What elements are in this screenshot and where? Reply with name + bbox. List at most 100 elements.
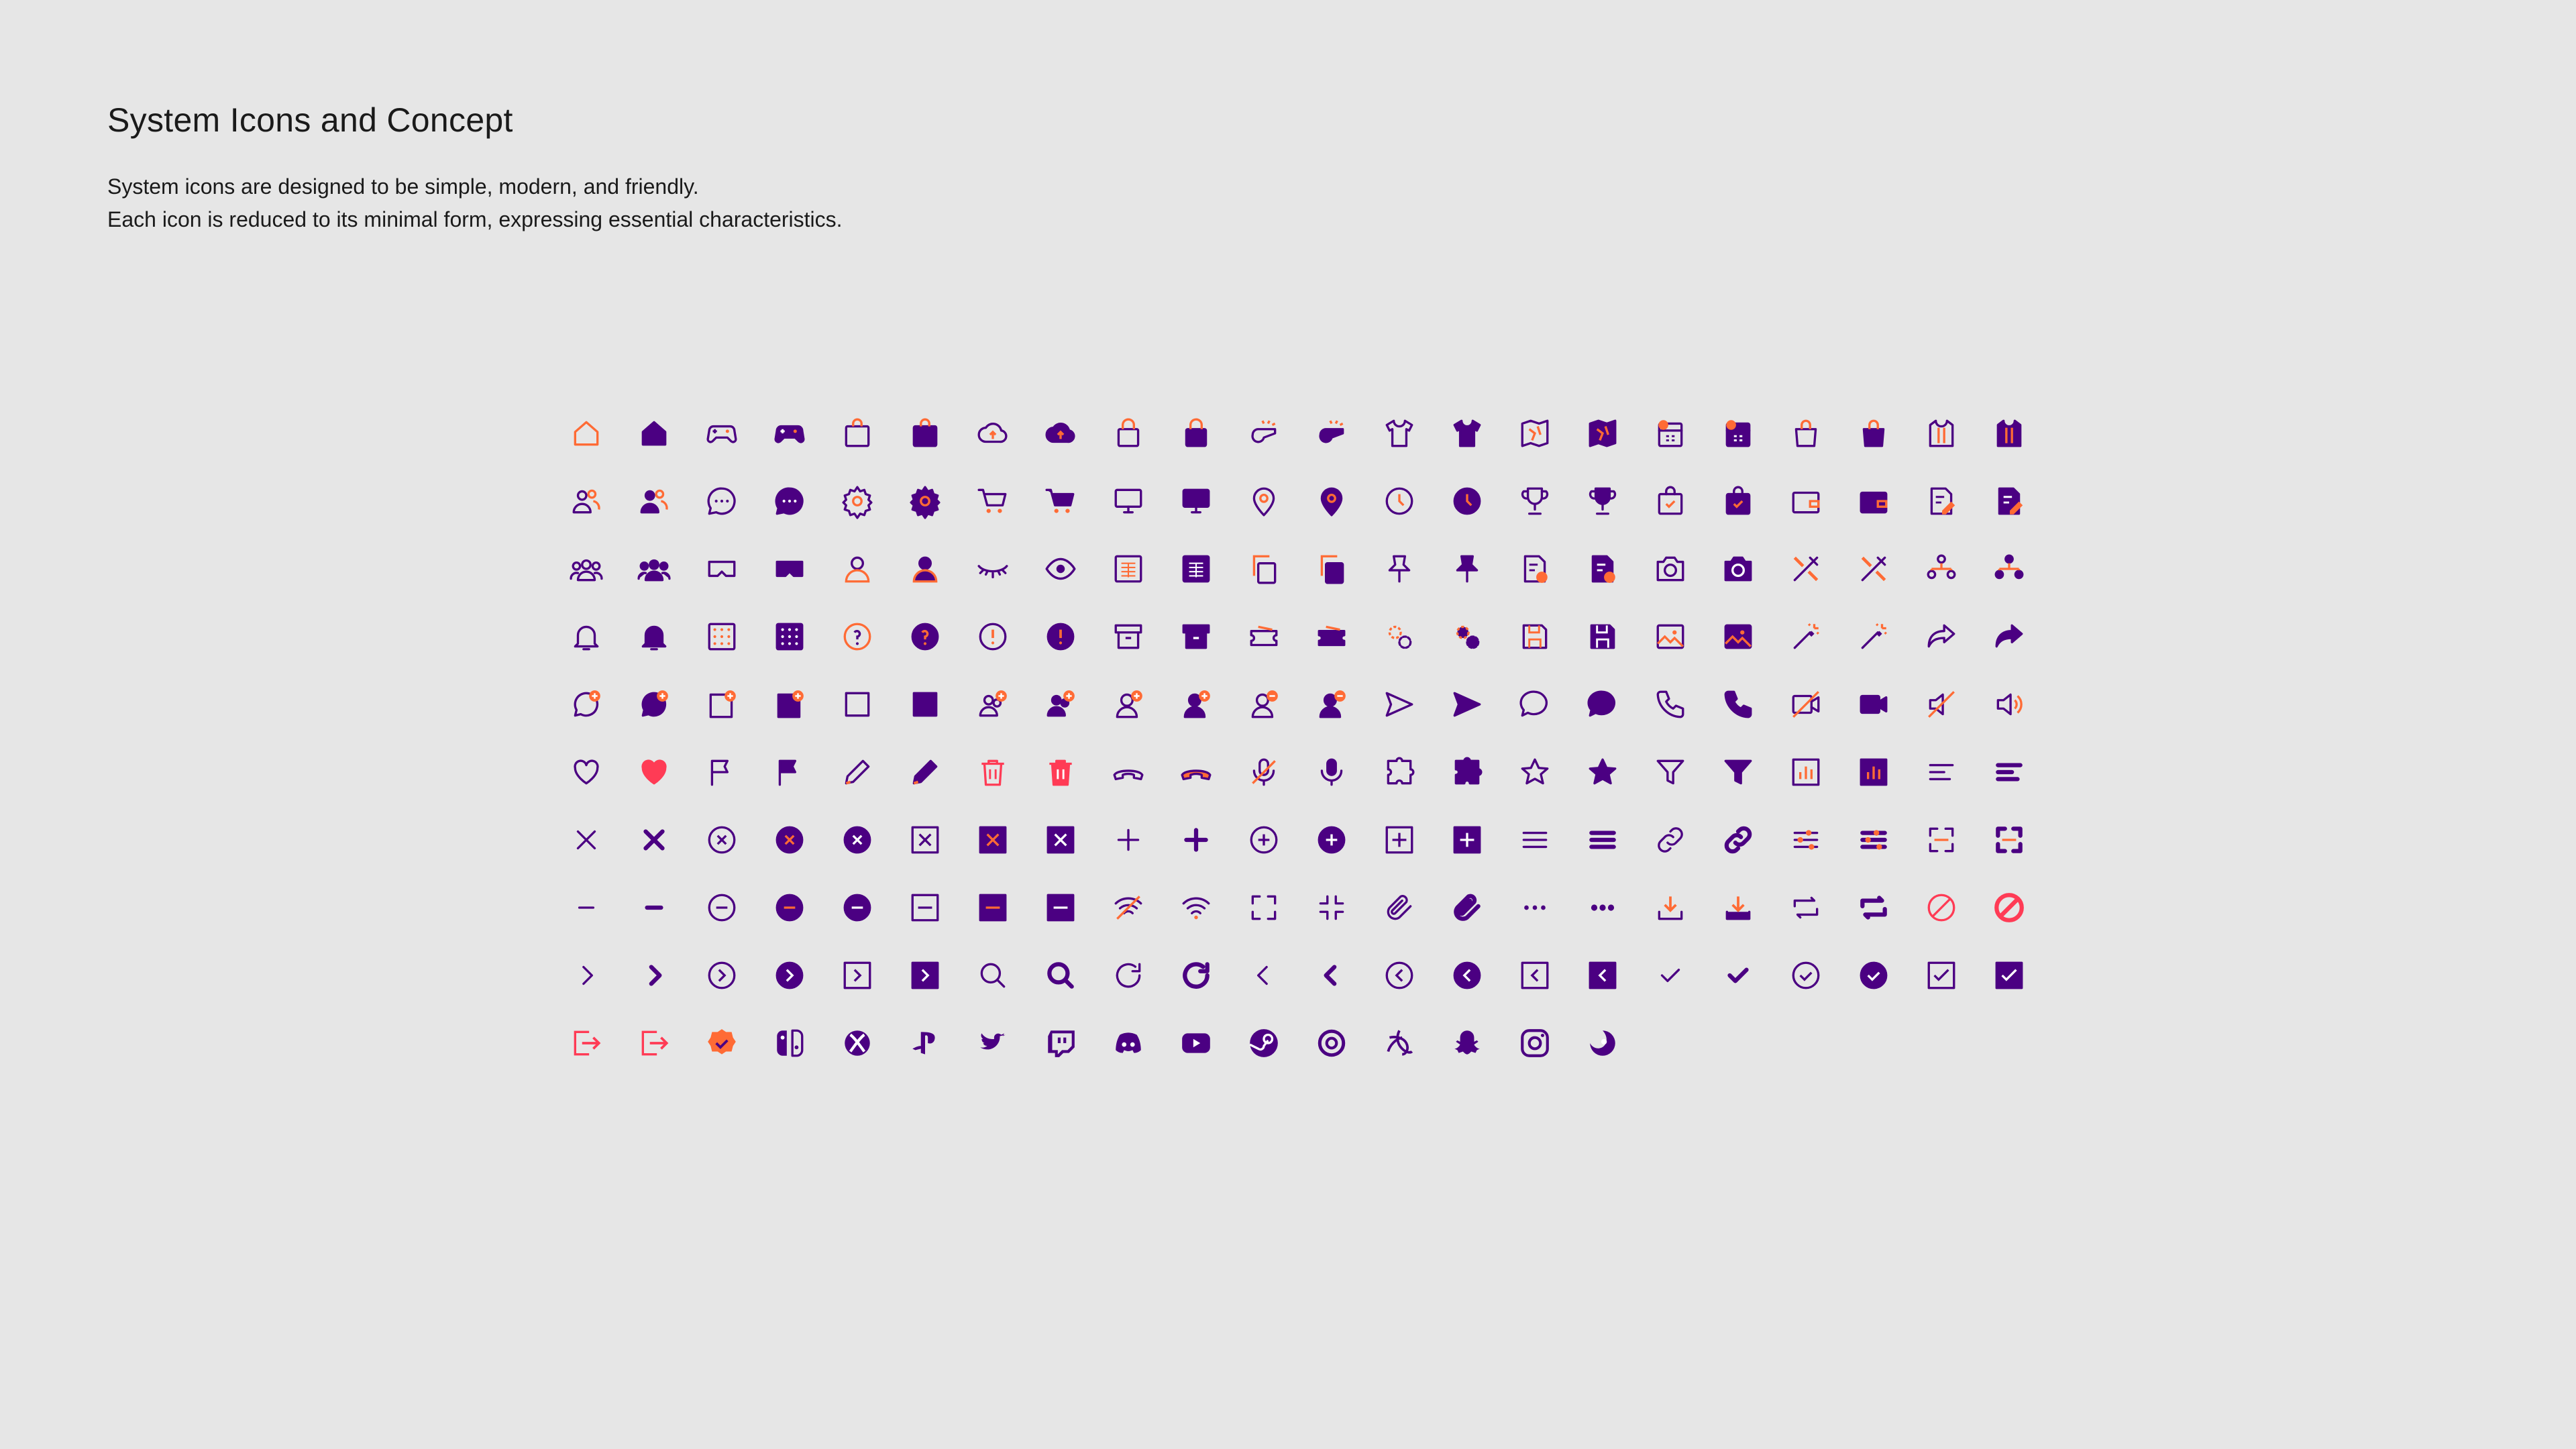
user-icon bbox=[823, 535, 891, 602]
chevron-left-circle-filled-icon bbox=[1433, 941, 1501, 1009]
pencil-filled-icon bbox=[891, 738, 959, 806]
empty-cell bbox=[1975, 1009, 2043, 1077]
archive-icon bbox=[1094, 602, 1162, 670]
align-left-bold-icon bbox=[1975, 738, 2043, 806]
page-description: System icons are designed to be simple, … bbox=[107, 170, 843, 236]
gears-icon bbox=[1365, 602, 1433, 670]
close-square-filled-icon bbox=[1026, 806, 1094, 873]
eye-icon bbox=[1026, 535, 1094, 602]
shirt-filled-icon bbox=[1433, 399, 1501, 467]
snapchat-icon bbox=[1433, 1009, 1501, 1077]
icon-grid bbox=[552, 399, 2043, 1077]
image-filled-icon bbox=[1704, 602, 1772, 670]
logout-icon bbox=[552, 1009, 620, 1077]
calendar-clock-icon bbox=[1636, 399, 1704, 467]
chevron-left-circle-icon bbox=[1365, 941, 1433, 1009]
clock-icon bbox=[1365, 467, 1433, 535]
chat-add-filled-icon bbox=[620, 670, 688, 738]
logout-filled-icon bbox=[620, 1009, 688, 1077]
camera-icon bbox=[1636, 535, 1704, 602]
more-icon bbox=[1501, 873, 1568, 941]
refresh-icon bbox=[1094, 941, 1162, 1009]
user-remove-filled-icon bbox=[1297, 670, 1365, 738]
monitor-filled-icon bbox=[1162, 467, 1230, 535]
table-filled-icon bbox=[1162, 535, 1230, 602]
download-filled-icon bbox=[1704, 873, 1772, 941]
menu-bold-icon bbox=[1568, 806, 1636, 873]
minus-circle-filled-icon bbox=[823, 873, 891, 941]
close-circle-filled-icon bbox=[823, 806, 891, 873]
send-filled-icon bbox=[1433, 670, 1501, 738]
shopping-bag-filled-icon bbox=[891, 399, 959, 467]
close-bold-icon bbox=[620, 806, 688, 873]
plus-bold-icon bbox=[1162, 806, 1230, 873]
minus-square-filled-accent-icon bbox=[959, 873, 1026, 941]
map-icon bbox=[1501, 399, 1568, 467]
bag-open-icon bbox=[1772, 399, 1839, 467]
copy-icon bbox=[1230, 535, 1297, 602]
save-icon bbox=[1501, 602, 1568, 670]
xbox-icon bbox=[823, 1009, 891, 1077]
tools-icon bbox=[1772, 535, 1839, 602]
phone-hangup-icon bbox=[1094, 738, 1162, 806]
download-icon bbox=[1636, 873, 1704, 941]
volume-off-icon bbox=[1907, 670, 1975, 738]
wifi-off-icon bbox=[1094, 873, 1162, 941]
phone-icon bbox=[1636, 670, 1704, 738]
gamepad-add-icon bbox=[823, 670, 891, 738]
chart-icon bbox=[1772, 738, 1839, 806]
vr-icon bbox=[688, 535, 755, 602]
mic-off-icon bbox=[1230, 738, 1297, 806]
close-icon bbox=[552, 806, 620, 873]
wallet-icon bbox=[1772, 467, 1839, 535]
lock-bag-icon bbox=[1094, 399, 1162, 467]
location-filled-icon bbox=[1297, 467, 1365, 535]
monitor-icon bbox=[1094, 467, 1162, 535]
instagram-icon bbox=[1501, 1009, 1568, 1077]
cloud-upload-icon bbox=[959, 399, 1026, 467]
location-icon bbox=[1230, 467, 1297, 535]
ticket-filled-icon bbox=[1297, 602, 1365, 670]
check-circle-filled-icon bbox=[1839, 941, 1907, 1009]
mic-icon bbox=[1297, 738, 1365, 806]
copy-filled-icon bbox=[1297, 535, 1365, 602]
help-filled-icon bbox=[891, 602, 959, 670]
ticket-icon bbox=[1230, 602, 1297, 670]
close-circle-filled-accent-icon bbox=[755, 806, 823, 873]
more-bold-icon bbox=[1568, 873, 1636, 941]
save-filled-icon bbox=[1568, 602, 1636, 670]
steam-icon bbox=[1230, 1009, 1297, 1077]
check-bold-icon bbox=[1704, 941, 1772, 1009]
focus-bold-icon bbox=[1975, 806, 2043, 873]
camera-filled-icon bbox=[1704, 535, 1772, 602]
jersey-filled-icon bbox=[1975, 399, 2043, 467]
chevron-left-icon bbox=[1230, 941, 1297, 1009]
gamepad-icon bbox=[688, 399, 755, 467]
cloud-upload-filled-icon bbox=[1026, 399, 1094, 467]
sliders-bold-icon bbox=[1839, 806, 1907, 873]
gears-filled-icon bbox=[1433, 602, 1501, 670]
flag-filled-icon bbox=[755, 738, 823, 806]
minus-icon bbox=[552, 873, 620, 941]
chevron-right-circle-filled-icon bbox=[755, 941, 823, 1009]
video-off-icon bbox=[1772, 670, 1839, 738]
chevron-right-icon bbox=[552, 941, 620, 1009]
group-add-icon bbox=[959, 670, 1026, 738]
check-square-icon bbox=[1907, 941, 1975, 1009]
edit-doc-icon bbox=[1907, 467, 1975, 535]
search-icon bbox=[959, 941, 1026, 1009]
chat-filled-icon bbox=[755, 467, 823, 535]
sliders-icon bbox=[1772, 806, 1839, 873]
phone-hangup-filled-icon bbox=[1162, 738, 1230, 806]
shopping-bag-check-filled-icon bbox=[1704, 467, 1772, 535]
chevron-right-bold-icon bbox=[620, 941, 688, 1009]
speech-icon bbox=[1501, 670, 1568, 738]
share-filled-icon bbox=[1975, 602, 2043, 670]
home-filled-icon bbox=[620, 399, 688, 467]
filter-filled-icon bbox=[1704, 738, 1772, 806]
check-icon bbox=[1636, 941, 1704, 1009]
empty-cell bbox=[1839, 1009, 1907, 1077]
attachment-bold-icon bbox=[1433, 873, 1501, 941]
battlenet-icon bbox=[1365, 1009, 1433, 1077]
search-bold-icon bbox=[1026, 941, 1094, 1009]
